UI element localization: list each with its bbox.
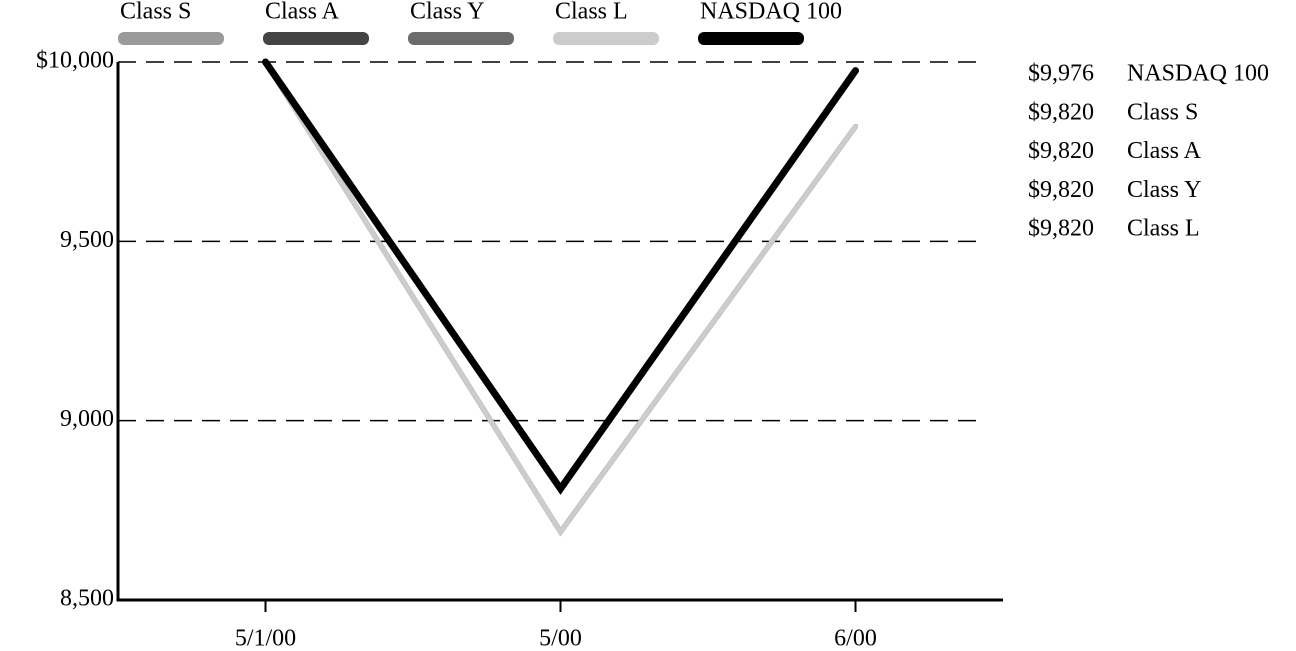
end-value-label: $9,820 xyxy=(1028,99,1094,125)
end-series-label: Class Y xyxy=(1127,177,1201,203)
legend-swatch xyxy=(553,32,659,45)
end-series-label: Class S xyxy=(1127,99,1198,125)
series-line xyxy=(263,59,858,537)
legend-label: Class A xyxy=(265,0,340,25)
end-value-label: $9,976 xyxy=(1028,61,1094,87)
end-series-label: NASDAQ 100 xyxy=(1127,61,1269,87)
y-tick-label: 9,000 xyxy=(60,406,114,432)
legend-swatch xyxy=(118,32,224,45)
x-tick-label: 5/00 xyxy=(539,626,582,651)
end-series-label: Class L xyxy=(1127,216,1200,242)
series-line xyxy=(263,59,858,537)
legend-label: Class S xyxy=(120,0,191,25)
series-line xyxy=(263,59,858,537)
series-line xyxy=(262,58,859,495)
end-value-label: $9,820 xyxy=(1028,138,1094,164)
x-tick-label: 5/1/00 xyxy=(235,626,296,651)
y-tick-label: 8,500 xyxy=(60,586,114,612)
x-tick-label: 6/00 xyxy=(834,626,877,651)
legend-label: Class L xyxy=(555,0,628,25)
end-series-label: Class A xyxy=(1127,138,1202,164)
y-tick-label: 9,500 xyxy=(60,227,114,253)
y-tick-label: $10,000 xyxy=(36,48,114,74)
legend-label: Class Y xyxy=(410,0,484,25)
legend-swatch xyxy=(263,32,369,45)
series-line xyxy=(263,59,858,537)
end-value-label: $9,820 xyxy=(1028,177,1094,203)
legend-swatch xyxy=(408,32,514,45)
legend-swatch xyxy=(698,32,804,45)
end-value-label: $9,820 xyxy=(1028,216,1094,242)
legend-label: NASDAQ 100 xyxy=(700,0,842,25)
